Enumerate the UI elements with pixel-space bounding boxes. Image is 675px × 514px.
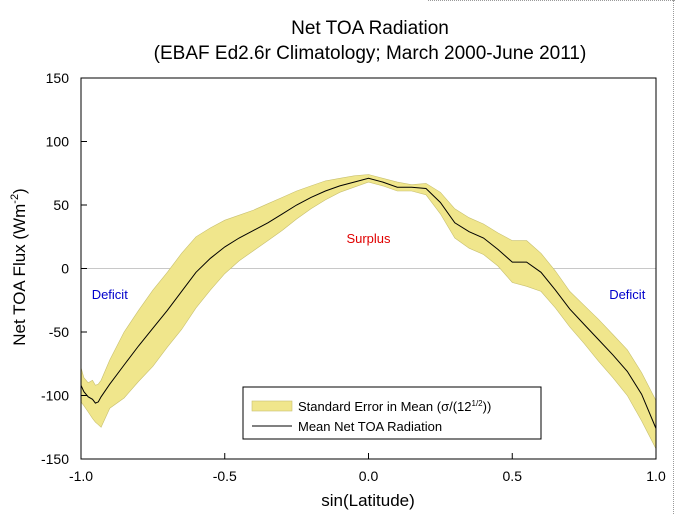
x-tick-label: 0.0 bbox=[359, 468, 379, 484]
legend-band-label: Standard Error in Mean (σ/(121/2)) bbox=[298, 399, 491, 414]
annotation-surplus-1: Surplus bbox=[346, 231, 391, 246]
y-axis-label-tail: ) bbox=[10, 188, 29, 194]
x-tick-label: 1.0 bbox=[646, 468, 666, 484]
y-tick-label: -50 bbox=[49, 324, 69, 340]
x-tick-label: -0.5 bbox=[213, 468, 237, 484]
y-tick-label: -100 bbox=[41, 388, 69, 404]
page-border-top bbox=[428, 0, 675, 1]
annotation-deficit-2: Deficit bbox=[609, 287, 646, 302]
legend-band-label-main: Standard Error in Mean (σ/(12 bbox=[298, 399, 472, 414]
page-border-right bbox=[673, 0, 674, 514]
chart-title: Net TOA Radiation bbox=[291, 18, 449, 39]
legend-band-label-sup: 1/2 bbox=[472, 399, 484, 408]
y-axis-label: Net TOA Flux (Wm-2) bbox=[9, 188, 29, 345]
y-tick-label: 50 bbox=[53, 197, 69, 213]
mean-net-toa-line bbox=[80, 177, 657, 429]
y-axis-label-sup: -2 bbox=[9, 194, 21, 204]
x-tick-label: -1.0 bbox=[69, 468, 93, 484]
y-tick-label: -150 bbox=[41, 451, 69, 467]
y-tick-label: 100 bbox=[46, 134, 70, 150]
y-tick-label: 0 bbox=[61, 261, 69, 277]
legend-line-label: Mean Net TOA Radiation bbox=[298, 419, 442, 434]
legend-band-swatch bbox=[251, 400, 293, 412]
x-axis-label: sin(Latitude) bbox=[321, 491, 415, 510]
legend-box bbox=[242, 386, 542, 440]
y-tick-label: 150 bbox=[46, 70, 70, 86]
y-axis-label-main: Net TOA Flux (Wm bbox=[10, 204, 29, 346]
legend: Standard Error in Mean (σ/(121/2)) Mean … bbox=[242, 386, 542, 440]
legend-band-label-tail: )) bbox=[483, 399, 492, 414]
x-tick-label: 0.5 bbox=[503, 468, 523, 484]
chart-subtitle: (EBAF Ed2.6r Climatology; March 2000-Jun… bbox=[154, 43, 587, 64]
axes-layer: -150 -100 -50 0 50 100 150 -1.0 -0.5 0.0 0.5 1.0 bbox=[41, 70, 666, 484]
annotation-deficit-0: Deficit bbox=[92, 287, 129, 302]
